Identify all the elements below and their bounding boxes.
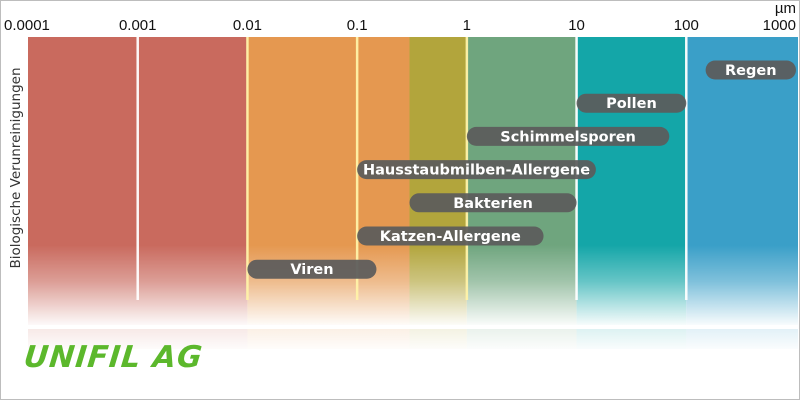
- range-bar-label-katzen-allergene: Katzen-Allergene: [380, 229, 521, 245]
- x-tick-label-0.001: 0.001: [119, 17, 157, 34]
- x-tick-label-1: 1: [463, 17, 471, 34]
- x-tick-label-10: 10: [568, 17, 585, 34]
- range-bar-viren: [247, 259, 377, 279]
- range-bar-bakterien: [409, 193, 577, 213]
- x-tick-label-0.0001: 0.0001: [4, 17, 50, 34]
- range-bar-hausstaubmilben-allergene: [357, 160, 596, 180]
- range-bar-label-bakterien: Bakterien: [453, 196, 533, 212]
- unifil-logo: UNIFIL AG: [22, 340, 205, 375]
- range-bar-label-schimmelsporen: Schimmelsporen: [500, 129, 636, 145]
- x-tick-label-100: 100: [674, 17, 699, 34]
- x-tick-label-0.1: 0.1: [347, 17, 368, 34]
- x-tick-label-0.01: 0.01: [233, 17, 262, 34]
- range-bar-katzen-allergene: [357, 226, 544, 246]
- x-tick-label-1000: 1000: [763, 17, 796, 34]
- x-axis-unit: µm: [775, 0, 796, 17]
- reflection-fade: [28, 327, 798, 353]
- range-bar-regen: [705, 60, 796, 80]
- range-bar-schimmelsporen: [466, 126, 670, 146]
- range-bar-label-regen: Regen: [725, 63, 777, 79]
- range-bar-label-pollen: Pollen: [606, 96, 657, 112]
- axis-baseline-gap: [28, 325, 798, 329]
- range-bar-label-hausstaubmilben-allergene: Hausstaubmilben-Allergene: [363, 163, 590, 179]
- range-bar-pollen: [576, 93, 687, 113]
- range-bar-label-viren: Viren: [290, 262, 333, 278]
- y-axis-label: Biologische Verunreinigungen: [8, 67, 24, 269]
- bottom-fade: [28, 245, 798, 326]
